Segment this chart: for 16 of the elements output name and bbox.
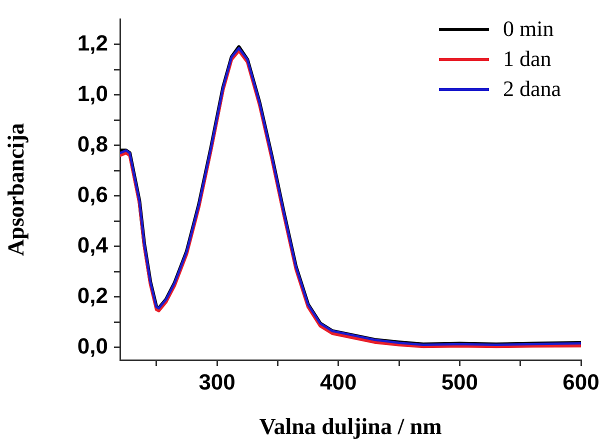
- y-tick-label: 1,2: [77, 30, 108, 56]
- legend-label: 1 dan: [502, 46, 552, 72]
- x-tick-label: 600: [562, 369, 600, 394]
- y-tick-label: 1,0: [77, 80, 108, 106]
- y-tick-label: 0,6: [77, 182, 108, 207]
- legend-label: 2 dana: [502, 76, 561, 102]
- y-tick-label: 0,8: [77, 131, 108, 156]
- x-tick-label: 300: [198, 369, 236, 394]
- x-axis-title: Valna duljina / nm: [259, 414, 442, 440]
- y-tick-label: 0,0: [77, 333, 108, 358]
- x-tick-label: 400: [320, 369, 357, 394]
- y-axis-title: Apsorbancija: [4, 122, 29, 256]
- y-tick-label: 0,4: [77, 232, 109, 258]
- legend-label: 0 min: [502, 16, 554, 42]
- y-tick-label: 0,2: [77, 282, 108, 308]
- x-tick-label: 500: [441, 369, 478, 394]
